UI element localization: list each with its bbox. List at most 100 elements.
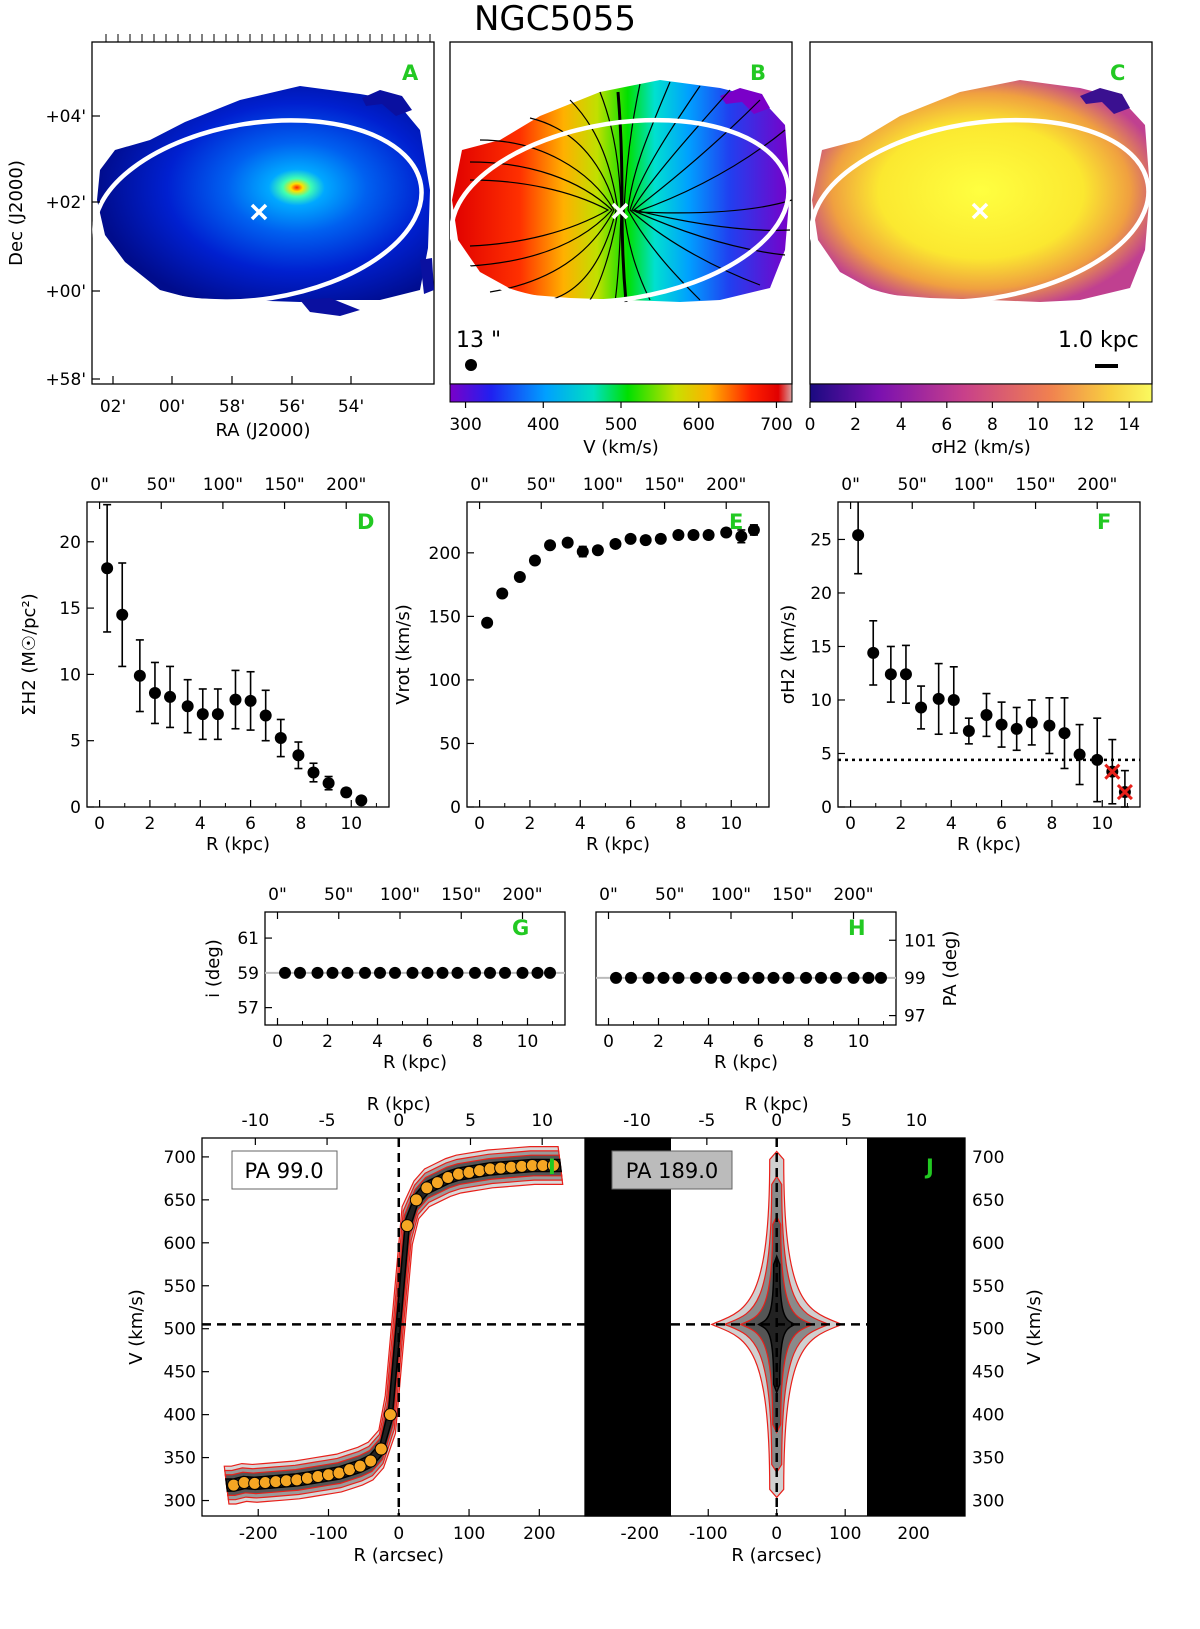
panel-g-data-point <box>279 966 291 979</box>
panel-b-colorbar-tick-label: 300 <box>449 415 481 435</box>
panel-j-masked-region <box>867 1138 965 1516</box>
panel-e-data-point <box>720 526 733 539</box>
panel-h-top-tick-label: 0" <box>599 885 618 905</box>
panel-e-y-tick-label: 50 <box>439 734 461 754</box>
panel-j-x-tick-label: 0 <box>771 1524 782 1544</box>
panel-g-data-point <box>544 966 556 979</box>
panel-f-data-point <box>1010 722 1023 735</box>
panel-f-label: F <box>1097 510 1111 534</box>
panel-f-y-tick-label: 25 <box>810 530 832 550</box>
panel-c-colorbar-tick-label: 12 <box>1073 415 1095 435</box>
panel-i-y-tick-label: 550 <box>164 1277 196 1297</box>
panel-f-x-tick-label: 8 <box>1047 814 1058 834</box>
panel-c-colorbar-tick-label: 14 <box>1118 415 1140 435</box>
panel-e-y-axis-label: Vrot (km/s) <box>393 604 414 705</box>
panel-f-x-tick-label: 4 <box>946 814 957 834</box>
panel-i-masked-region <box>585 1138 671 1516</box>
panel-j-x-tick-label: 200 <box>897 1524 929 1544</box>
panel-f-flag-marker <box>1104 763 1121 780</box>
panel-d-data-point <box>164 690 177 703</box>
panel-j-y-tick-label: 300 <box>972 1492 1004 1512</box>
panel-c-colorbar <box>809 383 1153 403</box>
panel-h-frame <box>595 911 897 1026</box>
panel-d-data-point <box>229 693 242 706</box>
panel-i-rotation-point <box>462 1165 476 1179</box>
panel-g-data-point <box>374 966 386 979</box>
panel-b: B 13 " 300 400 500 600 700 V (km/s) <box>449 41 793 458</box>
panel-i-rotation-point <box>374 1442 388 1456</box>
panel-e-y-tick-label: 200 <box>429 544 461 564</box>
panel-g-data-point <box>341 966 354 979</box>
panel-i-rotation-point <box>383 1408 397 1422</box>
panel-e-x-tick-label: 6 <box>625 814 636 834</box>
panel-h-data-point <box>847 971 860 984</box>
panel-b-ellipse <box>450 117 791 305</box>
panel-b-beam-label: 13 " <box>456 328 501 353</box>
panel-j-y-axis-label: V (km/s) <box>1024 1289 1045 1364</box>
panel-f-y-tick-label: 10 <box>810 691 832 711</box>
figure-title: NGC5055 <box>474 0 636 39</box>
panel-i-rotation-point <box>353 1459 367 1473</box>
panel-g-data-point <box>359 966 371 979</box>
panel-i: PA 99.0 I <box>201 1137 672 1517</box>
panel-i-emission-contour <box>224 1154 563 1496</box>
panel-g-top-tick-label: 0" <box>268 885 287 905</box>
panel-d-top-tick-label: 100" <box>203 475 243 495</box>
panel-i-top-tick-label: -10 <box>241 1111 269 1131</box>
panel-i-rotation-point <box>452 1167 466 1181</box>
panel-i-pa-label: PA 99.0 <box>244 1159 323 1183</box>
panel-c-label: C <box>1110 61 1125 85</box>
panel-i-rotation-point <box>300 1471 314 1485</box>
panel-g-top-tick-label: 100" <box>380 885 420 905</box>
panel-j-y-tick-label: 650 <box>972 1191 1004 1211</box>
panel-h-y-axis-label: PA (deg) <box>940 931 961 1007</box>
panel-f-data-point <box>915 701 928 714</box>
panel-f-y-tick-label: 0 <box>821 798 832 818</box>
panel-b-colorbar-label: V (km/s) <box>583 437 658 458</box>
panel-d-y-tick-label: 20 <box>59 533 81 553</box>
panel-i-rotation-point <box>290 1473 304 1487</box>
panel-e-data-point <box>735 530 748 543</box>
panel-e-top-tick-label: 50" <box>527 475 556 495</box>
panel-d-top-tick-label: 50" <box>147 475 176 495</box>
panel-a-ellipse <box>92 118 424 304</box>
panel-g-y-tick-label: 61 <box>237 929 259 949</box>
panel-d-x-tick-label: 4 <box>195 814 206 834</box>
panel-d-data-point <box>181 700 194 713</box>
panel-a-y-tick-label: +04' <box>45 107 86 127</box>
panel-i-y-axis-label: V (km/s) <box>126 1289 147 1364</box>
panel-e-data-point <box>654 532 667 545</box>
panel-e-y-tick-label: 100 <box>429 671 461 691</box>
panel-g-y-tick-label: 59 <box>237 964 259 984</box>
panel-j-top-tick-label: 0 <box>771 1111 782 1131</box>
panel-e-data-point <box>624 532 637 545</box>
panel-i-x-tick-label: -200 <box>239 1524 278 1544</box>
panel-g-y-tick-label: 57 <box>237 999 259 1019</box>
panel-d-data-point <box>211 708 224 721</box>
panel-c-colorbar-tick-label: 10 <box>1027 415 1049 435</box>
panel-i-top-axis-label: R (kpc) <box>367 1094 431 1115</box>
panel-i-rotation-point <box>409 1193 423 1207</box>
panel-h-data-point <box>720 971 732 984</box>
panel-a-label: A <box>402 61 419 85</box>
panel-c-center-marker <box>971 202 989 220</box>
panel-a-x-tick-label: 54' <box>338 397 364 417</box>
panel-d-data-point <box>322 777 335 790</box>
panel-a-y-tick-label: +02' <box>45 193 86 213</box>
panel-h-data-point <box>690 971 702 984</box>
panel-d-data-point <box>101 562 114 575</box>
panel-i-y-tick-label: 400 <box>164 1406 196 1426</box>
panel-d-x-tick-label: 0 <box>94 814 105 834</box>
panel-h-y-tick-label: 99 <box>904 969 926 989</box>
panel-f-y-tick-label: 20 <box>810 584 832 604</box>
panel-g-top-tick-label: 50" <box>324 885 353 905</box>
panel-e-x-axis-label: R (kpc) <box>586 834 650 855</box>
panel-h-data-point <box>767 971 780 984</box>
panel-f-y-tick-label: 5 <box>821 744 832 764</box>
panel-c: C 1.0 kpc 0 2 4 6 8 10 12 14 σH2 (km/s) <box>805 41 1153 458</box>
panel-j-x-axis-label: R (arcsec) <box>731 1545 822 1566</box>
panel-j-x-tick-label: -100 <box>689 1524 728 1544</box>
panel-e-data-point <box>481 616 494 629</box>
panel-h-top-tick-label: 200" <box>833 885 873 905</box>
